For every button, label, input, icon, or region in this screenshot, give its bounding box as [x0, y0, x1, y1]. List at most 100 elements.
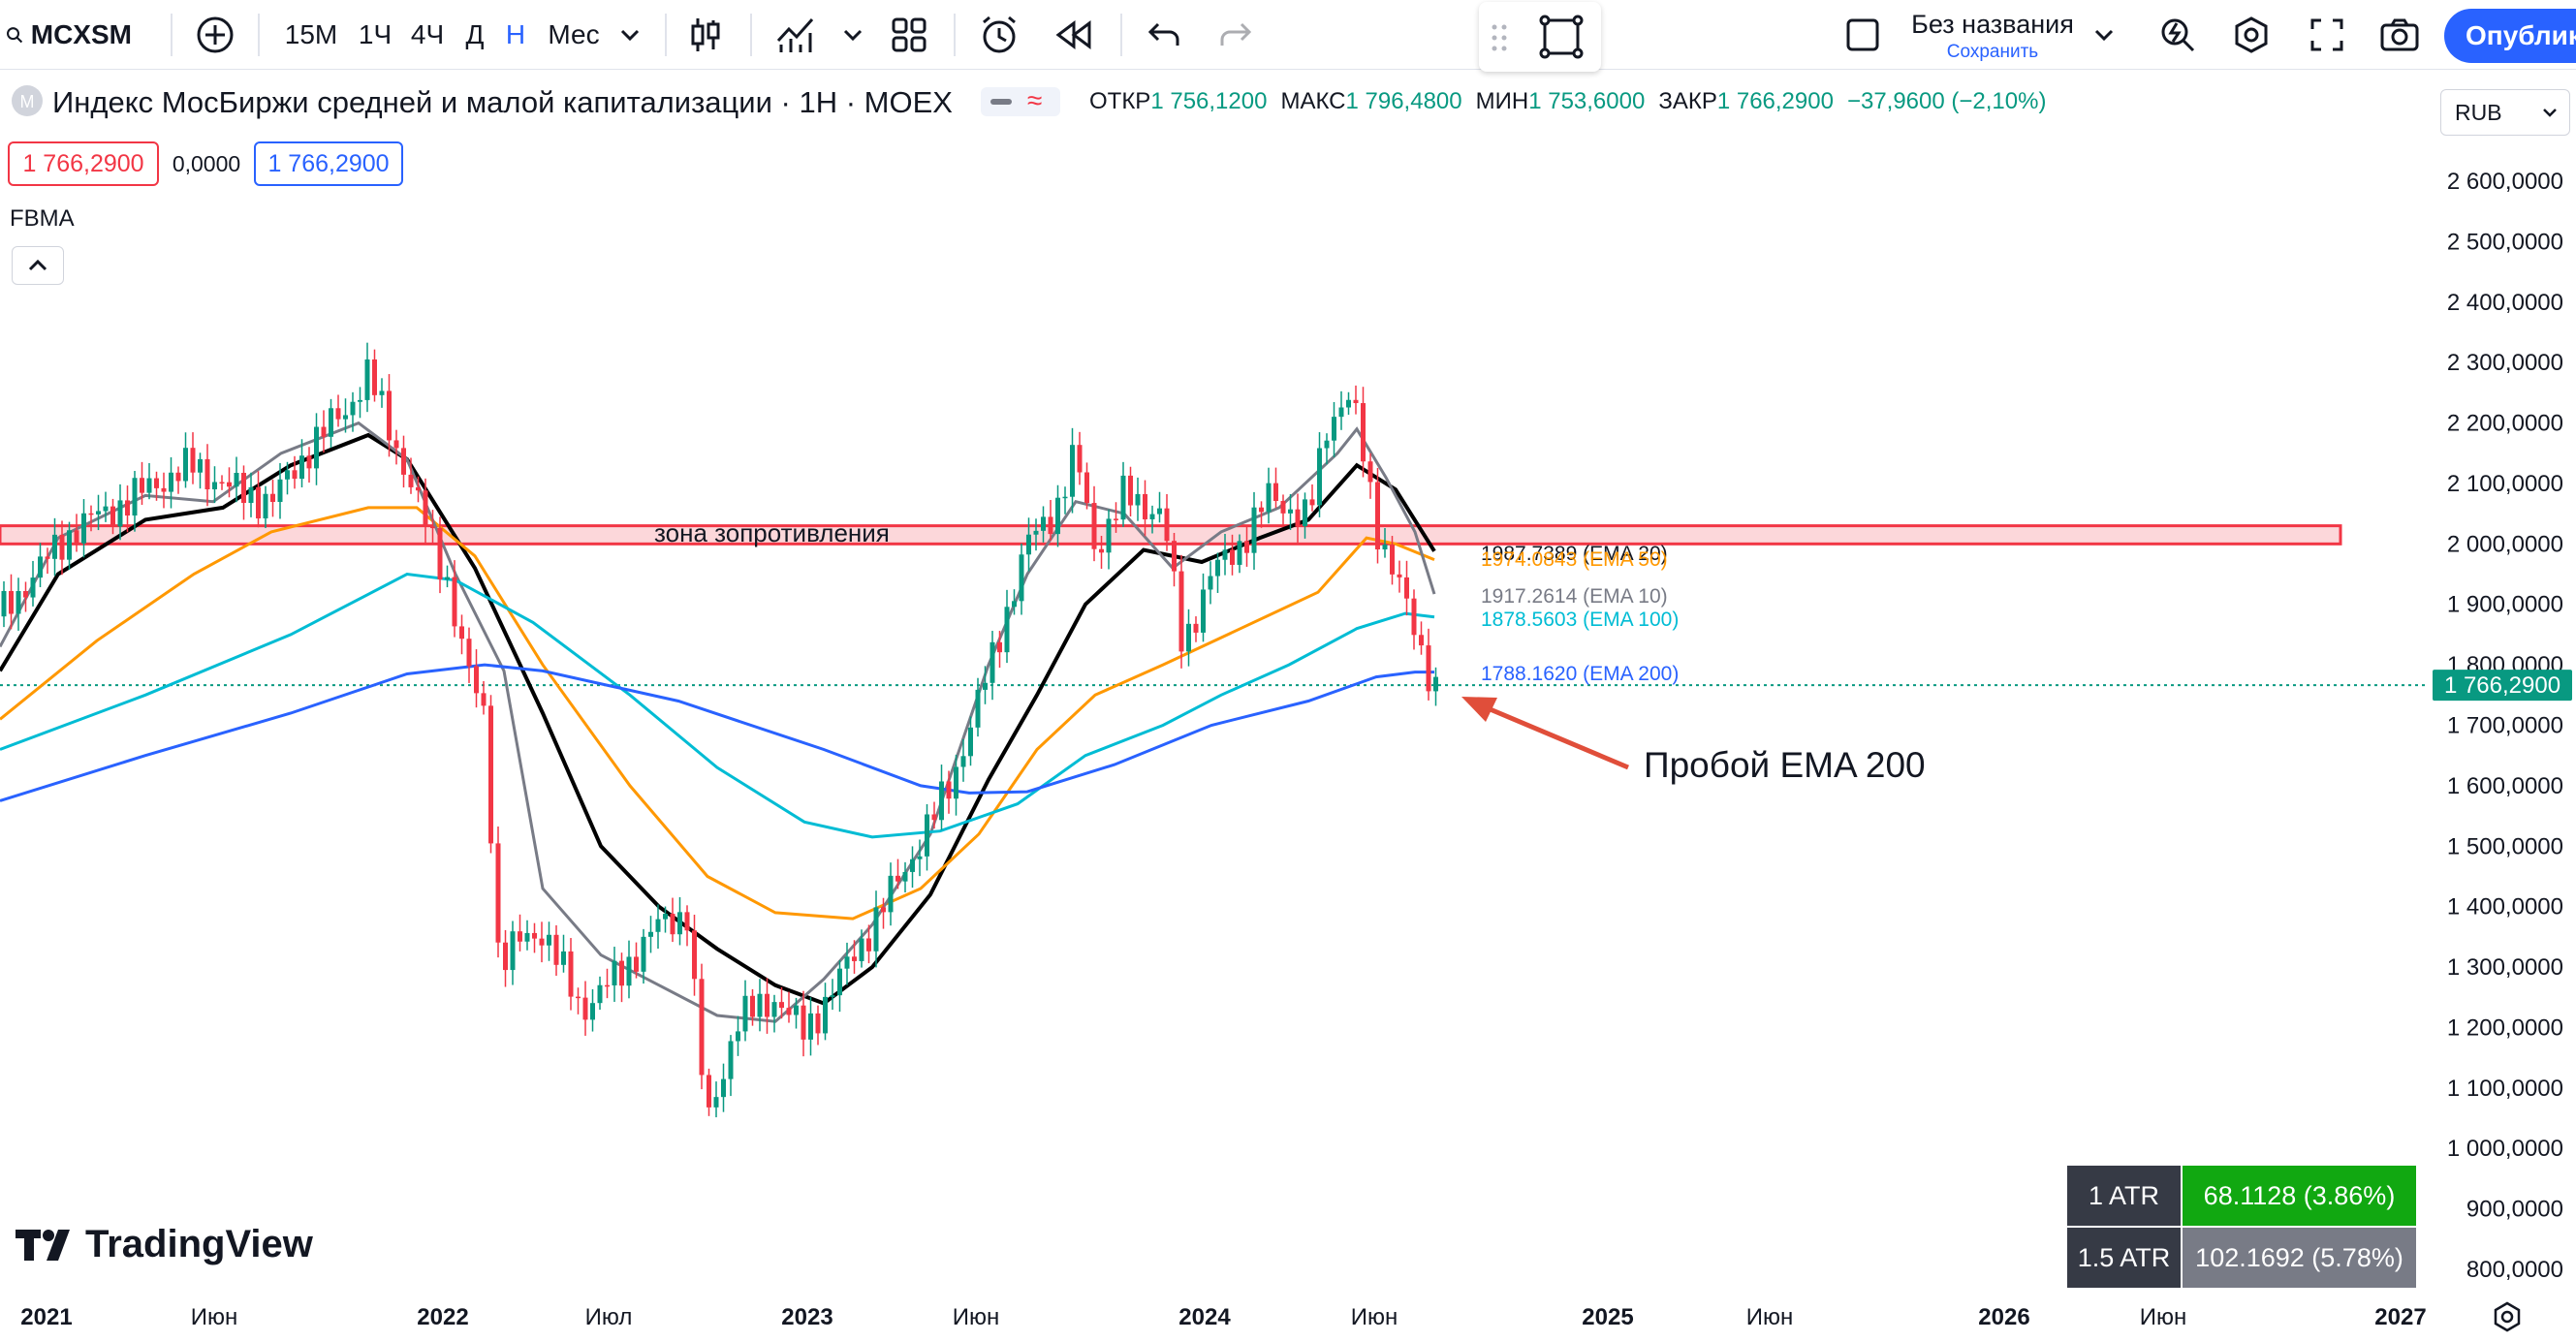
layout-checkbox[interactable] [1841, 0, 1884, 70]
tradingview-logo[interactable]: TradingView [16, 1223, 313, 1266]
candle [292, 455, 298, 489]
candle [757, 979, 763, 1032]
x-tick-label: 2026 [1978, 1304, 2029, 1330]
candle-body [387, 390, 392, 441]
candle [655, 904, 661, 950]
timeframe-month[interactable]: Мес [548, 19, 600, 49]
candle-body [1317, 448, 1322, 506]
candle-body [1178, 571, 1184, 652]
templates-button[interactable] [886, 0, 932, 70]
candle [1070, 427, 1075, 514]
add-symbol-button[interactable] [190, 0, 240, 70]
camera-icon [2380, 18, 2419, 51]
candle [1404, 560, 1409, 616]
x-tick-label: Июн [2140, 1304, 2187, 1330]
candle-body [990, 641, 995, 683]
symbol-search[interactable]: MCXSM [6, 0, 132, 70]
candle [1251, 491, 1257, 570]
candle [16, 577, 21, 631]
candle-body [437, 527, 443, 580]
candle [1237, 534, 1242, 574]
fullscreen-button[interactable] [2305, 0, 2349, 70]
candle-body [779, 1002, 784, 1009]
candle [140, 461, 144, 505]
candle-body [954, 766, 958, 799]
candle-body [52, 534, 57, 559]
axis-settings-icon[interactable] [2491, 1300, 2524, 1333]
candle-body [416, 486, 421, 491]
candle [416, 476, 421, 503]
timeframe-4h[interactable]: 4Ч [410, 19, 445, 49]
candle [1244, 525, 1249, 567]
candle [713, 1081, 719, 1118]
settings-button[interactable] [2229, 0, 2274, 70]
candle-body [38, 556, 43, 578]
ema-label-ema200: 1788.1620 (EMA 200) [1481, 663, 1679, 685]
candle-body [1303, 499, 1307, 527]
timeframe-dropdown[interactable] [613, 0, 647, 70]
replay-button[interactable] [1051, 0, 1097, 70]
tradingview-wordmark: TradingView [85, 1223, 313, 1265]
candle [902, 861, 908, 893]
quick-search-button[interactable] [2155, 0, 2200, 70]
candle-body [946, 781, 952, 799]
candle [568, 938, 574, 1011]
candle-body [1280, 501, 1286, 514]
y-tick-label: 2 600,0000 [2447, 169, 2563, 195]
candle-body [459, 626, 464, 640]
candle [169, 456, 173, 509]
legend-toggle[interactable]: ≈ [981, 85, 1060, 116]
candle [256, 471, 261, 528]
close-label: ЗАКР [1658, 88, 1717, 114]
candle-body [721, 1078, 726, 1098]
timeframe-1h[interactable]: 1Ч [358, 19, 393, 49]
ask-price-box[interactable]: 1 766,2900 [254, 141, 403, 186]
collapse-indicators-button[interactable] [12, 246, 64, 285]
candle-body [1135, 493, 1141, 506]
candle [466, 627, 472, 683]
alert-button[interactable] [975, 0, 1023, 70]
symbol-logo-icon: M [12, 85, 43, 116]
indicators-dropdown[interactable] [835, 0, 870, 70]
bid-price-box[interactable]: 1 766,2900 [8, 141, 159, 186]
undo-button[interactable] [1142, 0, 1186, 70]
candle-body [925, 814, 929, 857]
candle-body [1, 590, 7, 617]
layout-dropdown[interactable] [2088, 0, 2120, 70]
candle [873, 890, 879, 968]
candle [329, 398, 333, 449]
layout-name-button[interactable]: Без названия Сохранить [1905, 10, 2080, 64]
search-icon [7, 27, 23, 44]
snapshot-button[interactable] [2376, 0, 2423, 70]
redo-button[interactable] [1213, 0, 1258, 70]
candle-body [728, 1041, 734, 1079]
candle-body [263, 493, 268, 519]
chart-type-button[interactable] [684, 0, 727, 70]
candle [1346, 391, 1351, 415]
y-tick-label: 1 300,0000 [2447, 954, 2563, 981]
timeframe-15m[interactable]: 15M [284, 19, 338, 49]
candle [1361, 387, 1366, 478]
spread-value: 0,0000 [172, 150, 241, 176]
indicators-button[interactable] [771, 0, 820, 70]
candle-body [1222, 549, 1228, 560]
timeframe-day[interactable]: Д [465, 19, 485, 49]
candle [670, 897, 675, 943]
publish-button[interactable]: Опублик [2444, 9, 2576, 63]
currency-select[interactable]: RUB [2440, 89, 2570, 136]
candle-body [968, 727, 973, 757]
drag-handle-icon[interactable] [1491, 23, 1508, 52]
currency-value: RUB [2455, 99, 2502, 125]
rectangle-tool-icon[interactable] [1539, 15, 1584, 59]
candle-body [547, 934, 551, 946]
ema-label-ema50: 1974.0843 (EMA 50) [1481, 548, 1668, 571]
candle-body [45, 556, 50, 559]
candle-body [59, 534, 65, 560]
layout-save-link[interactable]: Сохранить [1946, 42, 2039, 62]
y-tick-label: 2 500,0000 [2447, 229, 2563, 255]
timeframe-week[interactable]: Н [505, 19, 526, 49]
layout-name: Без названия [1911, 10, 2074, 39]
candle [1288, 493, 1293, 530]
candle-body [1266, 483, 1272, 513]
candle [132, 470, 138, 532]
